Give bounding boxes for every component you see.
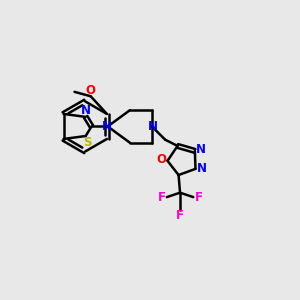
Text: O: O (86, 84, 96, 97)
Text: N: N (102, 120, 112, 133)
Text: F: F (195, 190, 203, 204)
Text: F: F (176, 209, 184, 222)
Text: F: F (158, 190, 166, 204)
Text: N: N (197, 162, 207, 176)
Text: N: N (196, 143, 206, 156)
Text: N: N (81, 104, 91, 117)
Text: O: O (156, 153, 166, 166)
Text: S: S (83, 136, 92, 149)
Text: N: N (148, 120, 158, 133)
